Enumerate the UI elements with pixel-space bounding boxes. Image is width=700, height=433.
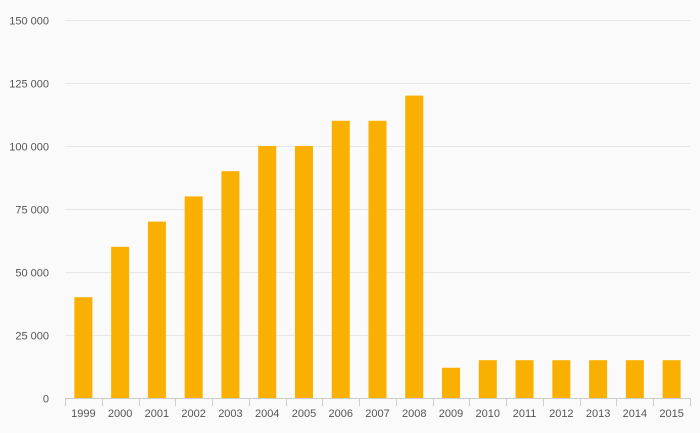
y-tick-label: 0 (43, 394, 49, 406)
bar (662, 360, 681, 398)
x-tick-label: 2010 (476, 408, 500, 420)
x-tick-label: 2014 (623, 408, 647, 420)
x-tick-label: 2009 (439, 408, 463, 420)
x-tick-label: 2015 (659, 408, 683, 420)
y-tick-label: 25 000 (15, 331, 49, 343)
x-tick-label: 2006 (328, 408, 352, 420)
x-tick-label: 2011 (513, 408, 537, 420)
y-tick-label: 50 000 (15, 268, 49, 280)
bar (625, 360, 644, 398)
x-tick-label: 2008 (402, 408, 426, 420)
bar (478, 360, 497, 398)
x-axis: 1999 2000 2001 2002 2003 2004 2005 2006 2007 2008… (65, 398, 691, 420)
bar (589, 360, 608, 398)
bar (515, 360, 534, 398)
y-tick-label: 150 000 (9, 16, 49, 28)
bar (111, 246, 130, 398)
x-tick-label: 2001 (145, 408, 169, 420)
x-tick-label: 2004 (255, 408, 279, 420)
bars (74, 95, 681, 399)
bar (368, 120, 387, 399)
x-tick-label: 1999 (71, 408, 95, 420)
bar (442, 367, 461, 398)
bar (258, 146, 277, 398)
y-tick-label: 100 000 (9, 142, 49, 154)
x-tick-label: 2005 (292, 408, 316, 420)
y-tick-label: 75 000 (15, 205, 49, 217)
bar (331, 120, 350, 399)
bar (405, 95, 424, 398)
x-tick-label: 2002 (181, 408, 205, 420)
bar (147, 221, 166, 398)
x-tick-label: 2000 (108, 408, 132, 420)
bar (184, 196, 203, 398)
bar (552, 360, 571, 398)
x-tick-label: 2003 (218, 408, 242, 420)
y-tick-label: 125 000 (9, 79, 49, 91)
x-tick-label: 2007 (365, 408, 389, 420)
bar (294, 146, 313, 398)
bar (221, 171, 240, 398)
x-tick-label: 2013 (586, 408, 610, 420)
x-tick-label: 2012 (549, 408, 573, 420)
y-axis-ticks: 0 25 000 50 000 75 000 100 000 125 000 150 000 (9, 16, 49, 406)
bar (74, 297, 93, 398)
